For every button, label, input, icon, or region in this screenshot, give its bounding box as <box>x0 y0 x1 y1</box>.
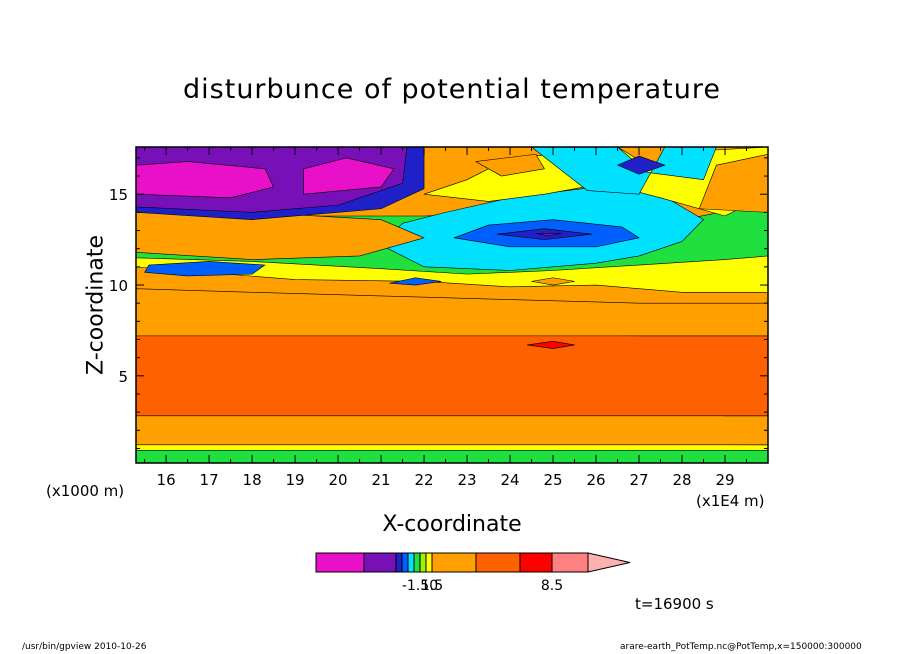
footer-source: arare-earth_PotTemp.nc@PotTemp,x=150000:… <box>620 642 862 652</box>
x-tick-label-11: 27 <box>629 471 648 489</box>
x-tick-label-9: 25 <box>543 471 562 489</box>
contour-region-19 <box>531 277 575 286</box>
colorbar-swatch-10 <box>519 552 553 573</box>
colorbar-swatch-11 <box>551 552 589 573</box>
contour-fill <box>136 147 768 463</box>
colorbar-swatch-5 <box>413 552 421 573</box>
x-tick-label-7: 23 <box>458 471 477 489</box>
chart-title: disturbunce of potential temperature <box>183 74 721 105</box>
colorbar-swatch-1 <box>363 552 397 573</box>
x-tick-label-6: 22 <box>415 471 434 489</box>
colorbar-swatch-3 <box>401 552 409 573</box>
contour-region-13 <box>617 155 666 175</box>
colorbar-arrow <box>587 552 631 573</box>
colorbar: -1.501.5 8.5 <box>315 552 631 594</box>
x-tick-label-8: 24 <box>500 471 519 489</box>
colorbar-swatch-9 <box>475 552 521 573</box>
y-tick-label-2: 15 <box>109 186 128 204</box>
y-axis-label: Z-coordinate <box>83 235 109 375</box>
colorbar-swatch-2 <box>395 552 403 573</box>
colorbar-swatch-7 <box>425 552 433 573</box>
contour-region-10 <box>535 232 562 237</box>
contour-layer-4 <box>136 288 768 337</box>
colorbar-label-0: -1.50 <box>402 578 438 594</box>
x-tick-label-13: 29 <box>715 471 734 489</box>
time-label: t=16900 s <box>635 595 714 613</box>
contour-region-7 <box>475 153 545 177</box>
x-axis-ticks: 16 17 18 19 20 21 22 23 24 25 26 27 28 29 <box>144 147 748 489</box>
x-tick-label-10: 26 <box>586 471 605 489</box>
contour-region-16 <box>136 161 274 199</box>
contour-region-12 <box>389 277 442 286</box>
y-tick-label-0: 5 <box>118 368 128 386</box>
contour-region-18 <box>526 341 575 349</box>
contour-region-4 <box>531 147 717 195</box>
x-tick-label-5: 21 <box>372 471 391 489</box>
x-unit-label: (x1000 m) <box>46 482 125 500</box>
contour-region-17 <box>303 157 395 195</box>
colorbar-swatch-8 <box>431 552 477 573</box>
colorbar-swatch-0 <box>315 552 365 573</box>
y-tick-label-1: 10 <box>109 277 128 295</box>
footer-command: /usr/bin/gpview 2010-10-26 <box>22 642 147 652</box>
x-tick-label-4: 20 <box>329 471 348 489</box>
contour-region-11 <box>144 261 266 277</box>
y-axis-ticks: 5 10 15 <box>109 157 768 449</box>
colorbar-label-2: 8.5 <box>541 578 563 594</box>
colorbar-swatch-6 <box>419 552 427 573</box>
plot-frame <box>135 146 769 464</box>
x-multiplier-label: (x1E4 m) <box>696 492 765 510</box>
x-tick-label-1: 17 <box>200 471 219 489</box>
colorbar-label-1: 1.5 <box>421 578 443 594</box>
contour-region-6 <box>698 153 768 213</box>
x-tick-label-12: 28 <box>672 471 691 489</box>
x-axis-label: X-coordinate <box>382 512 522 537</box>
x-tick-label-2: 18 <box>243 471 262 489</box>
x-tick-label-0: 16 <box>157 471 176 489</box>
colorbar-swatch-4 <box>407 552 415 573</box>
x-tick-label-3: 19 <box>286 471 305 489</box>
